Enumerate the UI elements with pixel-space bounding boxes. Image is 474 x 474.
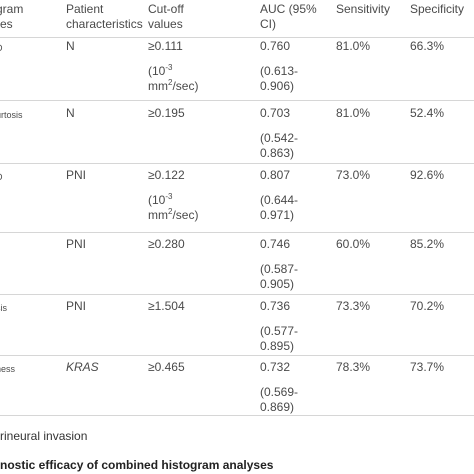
feature-cell: ness bbox=[0, 364, 16, 374]
sensitivity-cell: 78.3% bbox=[336, 360, 371, 374]
patient-cell: PNI bbox=[66, 237, 87, 251]
header-cell: AUC (95% bbox=[260, 2, 317, 16]
unit-exponent: 2 bbox=[168, 78, 173, 87]
rule bbox=[0, 37, 474, 38]
sensitivity-cell: 60.0% bbox=[336, 237, 371, 251]
auc-ci: (0.542- bbox=[260, 131, 299, 145]
patient-cell: N bbox=[66, 39, 75, 53]
auc-ci: 0.863) bbox=[260, 146, 295, 160]
auc-cell: 0.732 bbox=[260, 360, 291, 374]
header-cell: Sensitivity bbox=[336, 2, 391, 16]
sensitivity-cell: 73.0% bbox=[336, 168, 371, 182]
sensitivity-cell: 81.0% bbox=[336, 39, 371, 53]
cutoff-cell: ≥0.465 bbox=[148, 360, 185, 374]
unit-text: (10 bbox=[148, 64, 166, 78]
auc-ci: (0.613- bbox=[260, 64, 299, 78]
rule bbox=[0, 415, 474, 416]
cutoff-cell: ≥0.111 bbox=[148, 39, 183, 53]
footnote: rineural invasion bbox=[0, 429, 88, 443]
cutoff-cell: ≥0.122 bbox=[148, 168, 185, 182]
patient-cell: PNI bbox=[66, 168, 87, 182]
cutoff-unit: mm2/sec) bbox=[148, 79, 198, 94]
cutoff-unit: (10-3 bbox=[148, 64, 172, 79]
specificity-cell: 70.2% bbox=[410, 299, 445, 313]
header-cell: Patient bbox=[66, 2, 104, 16]
next-table-title: nostic efficacy of combined histogram an… bbox=[0, 458, 274, 472]
auc-ci: 0.971) bbox=[260, 208, 295, 222]
header-cell: Specificity bbox=[410, 2, 465, 16]
patient-cell: N bbox=[66, 106, 75, 120]
cutoff-cell: ≥1.504 bbox=[148, 299, 185, 313]
unit-text: mm bbox=[148, 208, 168, 222]
unit-text: (10 bbox=[148, 193, 166, 207]
specificity-cell: 66.3% bbox=[410, 39, 445, 53]
cutoff-cell: ≥0.280 bbox=[148, 237, 185, 251]
header-cell: gram bbox=[0, 2, 24, 16]
feature-cell: D bbox=[0, 41, 3, 56]
patient-cell: KRAS bbox=[66, 360, 99, 374]
auc-ci: (0.587- bbox=[260, 262, 299, 276]
feature-cell: urtosis bbox=[0, 110, 23, 120]
header-cell: characteristics bbox=[66, 17, 143, 31]
unit-exponent: 2 bbox=[168, 207, 173, 216]
sensitivity-cell: 81.0% bbox=[336, 106, 371, 120]
unit-exponent: -3 bbox=[165, 192, 173, 201]
specificity-cell: 92.6% bbox=[410, 168, 445, 182]
auc-cell: 0.807 bbox=[260, 168, 291, 182]
sensitivity-cell: 73.3% bbox=[336, 299, 371, 313]
feature-cell: D bbox=[0, 170, 3, 185]
auc-ci: 0.869) bbox=[260, 400, 295, 414]
header-cell: Cut-off bbox=[148, 2, 184, 16]
auc-cell: 0.746 bbox=[260, 237, 291, 251]
specificity-cell: 85.2% bbox=[410, 237, 445, 251]
auc-cell: 0.703 bbox=[260, 106, 291, 120]
unit-text: mm bbox=[148, 79, 168, 93]
header-cell: CI) bbox=[260, 17, 276, 31]
auc-ci: 0.905) bbox=[260, 277, 295, 291]
specificity-cell: 52.4% bbox=[410, 106, 445, 120]
auc-cell: 0.736 bbox=[260, 299, 291, 313]
header-cell: res bbox=[0, 17, 13, 31]
cutoff-unit: (10-3 bbox=[148, 193, 172, 208]
auc-ci: (0.577- bbox=[260, 324, 299, 338]
auc-ci: (0.644- bbox=[260, 193, 299, 207]
auc-ci: (0.569- bbox=[260, 385, 299, 399]
feature-cell: sis bbox=[0, 303, 7, 313]
auc-cell: 0.760 bbox=[260, 39, 291, 53]
unit-exponent: -3 bbox=[165, 63, 173, 72]
cutoff-cell: ≥0.195 bbox=[148, 106, 185, 120]
rule bbox=[0, 355, 474, 356]
specificity-cell: 73.7% bbox=[410, 360, 445, 374]
unit-text: /sec) bbox=[172, 208, 199, 222]
rule bbox=[0, 232, 474, 233]
rule bbox=[0, 100, 474, 101]
unit-text: /sec) bbox=[172, 79, 199, 93]
rule bbox=[0, 163, 474, 164]
patient-cell: PNI bbox=[66, 299, 87, 313]
cutoff-unit: mm2/sec) bbox=[148, 208, 198, 223]
auc-ci: 0.895) bbox=[260, 339, 295, 353]
auc-ci: 0.906) bbox=[260, 79, 295, 93]
rule bbox=[0, 294, 474, 295]
header-cell: values bbox=[148, 17, 183, 31]
